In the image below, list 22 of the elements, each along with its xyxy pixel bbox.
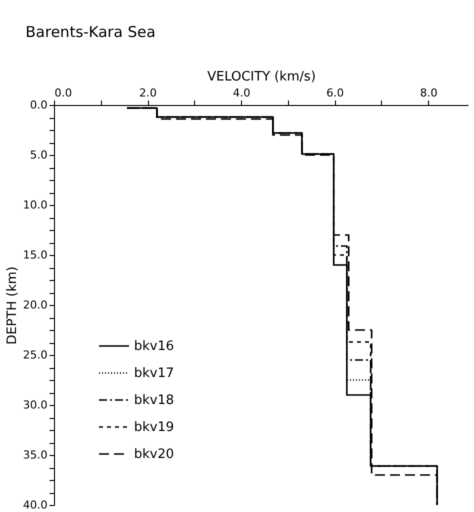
legend-label: bkv18 xyxy=(134,393,174,408)
x-tick-label: 8.0 xyxy=(420,86,438,100)
x-tick-label: 2.0 xyxy=(139,86,157,100)
chart-title: Barents-Kara Sea xyxy=(26,23,156,41)
y-tick-label: 35.0 xyxy=(23,448,48,462)
x-tick-label: 6.0 xyxy=(326,86,344,100)
legend-label: bkv20 xyxy=(134,447,174,462)
y-tick-label: 15.0 xyxy=(23,248,48,262)
legend-label: bkv19 xyxy=(134,420,174,435)
x-axis-title: VELOCITY (km/s) xyxy=(207,70,316,84)
y-tick-label: 5.0 xyxy=(30,148,48,162)
y-tick-label: 0.0 xyxy=(30,98,48,112)
y-axis-title: DEPTH (km) xyxy=(5,266,20,345)
x-tick-label: 4.0 xyxy=(232,86,250,100)
legend-label: bkv17 xyxy=(134,366,174,381)
y-tick-label: 30.0 xyxy=(23,398,48,412)
y-tick-label: 20.0 xyxy=(23,298,48,312)
y-tick-label: 40.0 xyxy=(23,498,48,512)
x-tick-label: 0.0 xyxy=(54,86,72,100)
legend-label: bkv16 xyxy=(134,339,174,354)
y-tick-label: 10.0 xyxy=(23,198,48,212)
y-tick-label: 25.0 xyxy=(23,348,48,362)
